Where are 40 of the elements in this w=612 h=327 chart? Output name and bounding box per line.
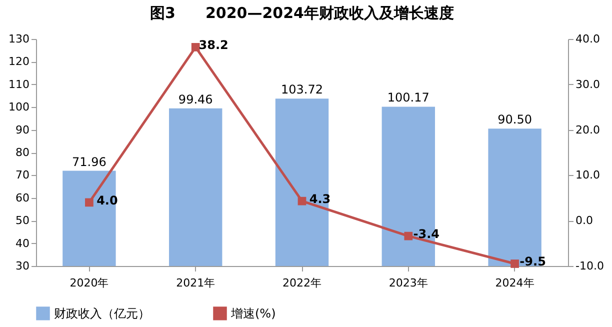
point: [191, 42, 200, 52]
y-tick-label: 70: [16, 168, 30, 182]
y-tick-label: 120: [8, 55, 30, 68]
y2-tick-label: 10.0: [576, 168, 600, 182]
data-label: 4.0: [96, 193, 118, 208]
data-label: -3.4: [413, 227, 440, 242]
y-tick-label: 80: [16, 146, 30, 159]
y2-tick-label: 0.0: [576, 214, 593, 228]
y-tick-label: 100: [8, 100, 30, 114]
data-label: 4.3: [309, 192, 331, 206]
y-tick-label: 40: [16, 236, 30, 250]
data-label: 100.17: [387, 90, 430, 105]
legend-label: 财政收入（亿元）: [54, 306, 150, 320]
y2-tick-label: 20.0: [576, 123, 600, 136]
y-tick-label: 30: [16, 260, 30, 272]
x-tick-label: 2020年: [70, 276, 109, 290]
data-label: 103.72: [281, 82, 323, 97]
y-tick-label: 50: [16, 214, 30, 228]
y-tick-label: 110: [8, 78, 30, 91]
point: [298, 196, 306, 206]
x-tick-label: 2021年: [176, 276, 216, 290]
x-tick-label: 2022年: [282, 276, 322, 290]
x-tick-label: 2024年: [495, 276, 534, 290]
data-label: 90.50: [498, 112, 532, 127]
data-label: 99.46: [178, 92, 213, 106]
data-label: 71.96: [72, 154, 106, 169]
y-tick-label: 130: [8, 32, 30, 46]
y-tick-label: 60: [16, 191, 30, 204]
data-label: -9.5: [520, 254, 546, 269]
point: [510, 260, 519, 268]
point: [85, 198, 94, 207]
point: [404, 232, 413, 240]
data-label: 38.2: [198, 38, 228, 52]
y2-tick-label: -10.0: [576, 260, 604, 272]
y2-tick-label: 40.0: [576, 32, 600, 46]
chart-title: 图3 2020—2024年财政收入及增长速度: [150, 4, 454, 22]
x-tick-label: 2023年: [388, 276, 428, 290]
y2-tick-label: 30.0: [576, 78, 600, 91]
y-tick-label: 90: [16, 123, 30, 136]
legend-label: 增速(%): [230, 306, 276, 320]
